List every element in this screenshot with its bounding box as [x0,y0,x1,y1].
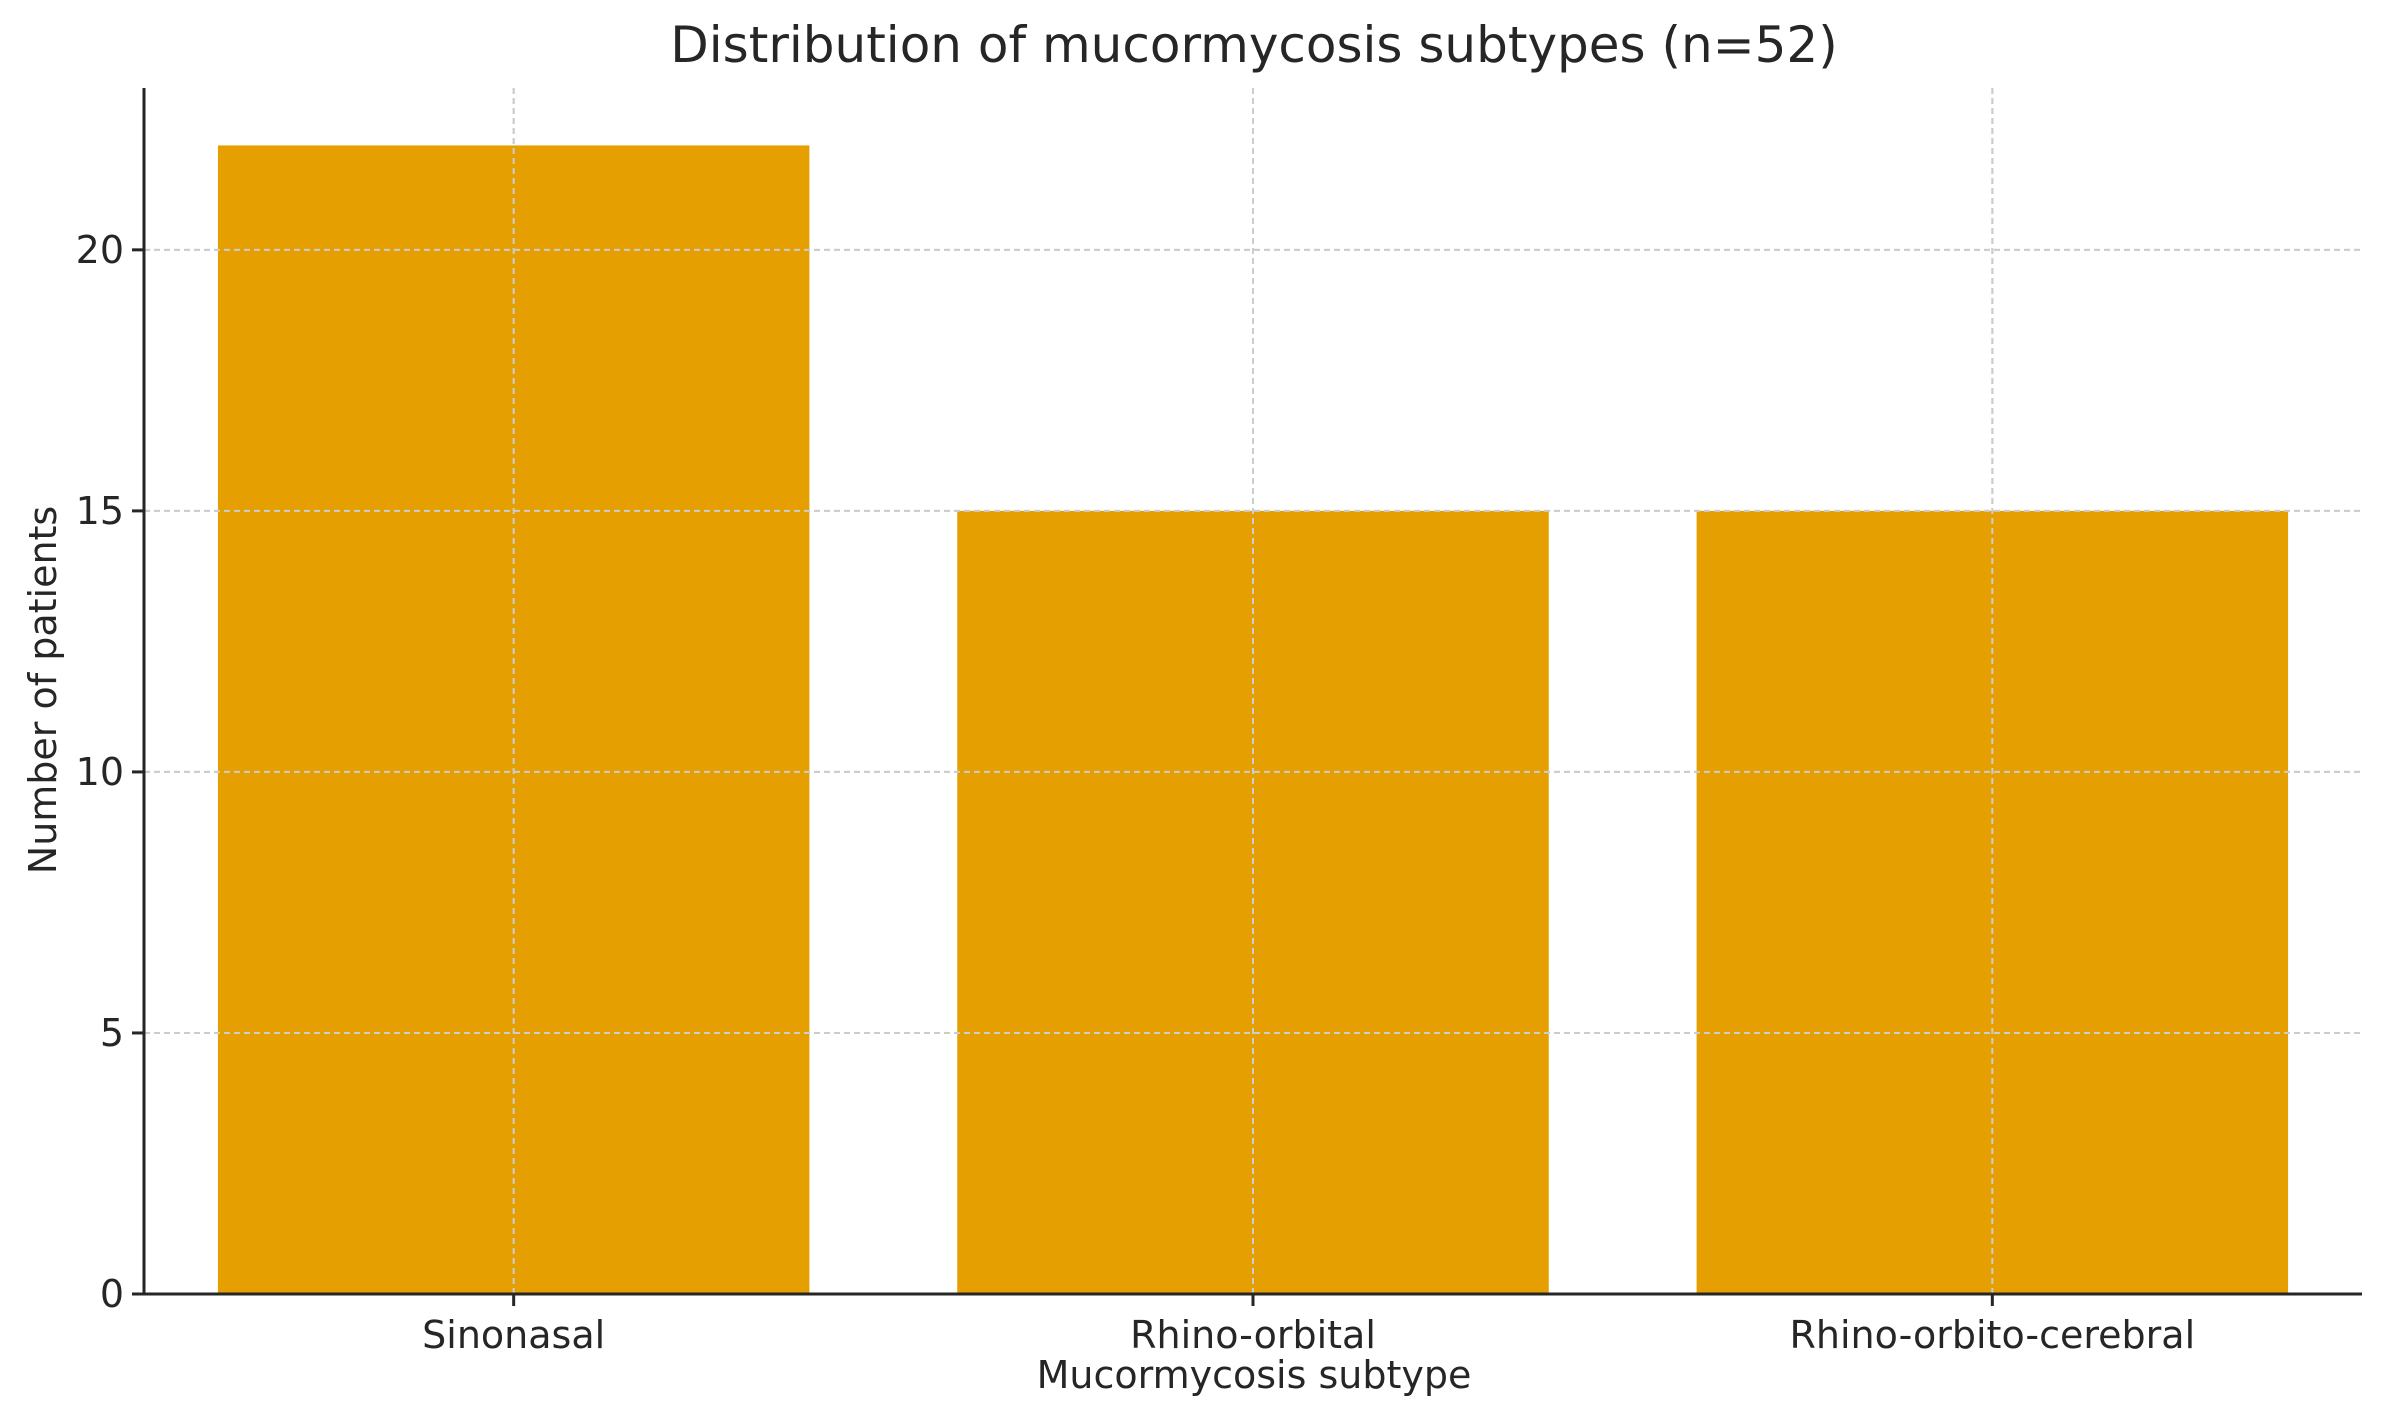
bars [144,88,2362,1295]
y-tick-label: 20 [76,228,124,272]
x-tick-label: Rhino-orbito-cerebral [1790,1313,2196,1357]
ticks: 0 5 10 15 20 Sinonasal Rhino-orbital Rhino-orbi… [76,228,2196,1357]
x-axis-title: Mucormycosis subtype [1037,1353,1472,1397]
y-tick-label: 15 [76,489,124,533]
y-tick-label: 5 [100,1011,124,1055]
y-tick-label: 10 [76,750,124,794]
y-tick-label: 0 [100,1272,124,1316]
x-tick-label: Sinonasal [422,1313,605,1357]
x-tick-label: Rhino-orbital [1130,1313,1376,1357]
chart-title: Distribution of mucormycosis subtypes (n… [670,16,1837,74]
y-axis-title: Number of patients [21,506,65,874]
